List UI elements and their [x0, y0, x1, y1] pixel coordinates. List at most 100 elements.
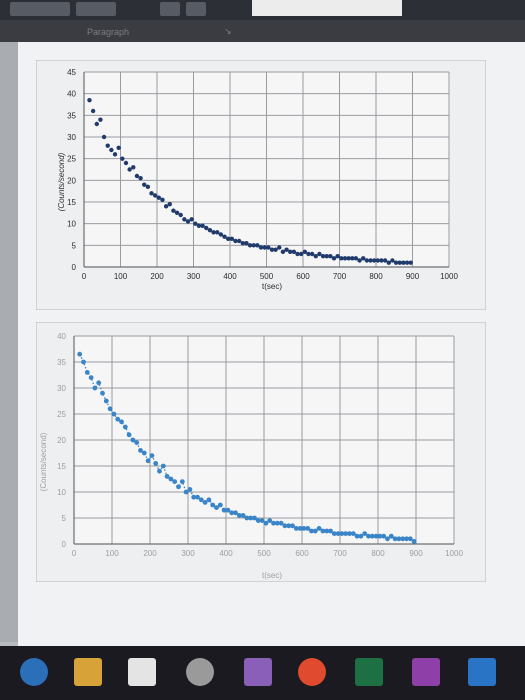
data-point: [354, 533, 360, 539]
data-point: [298, 251, 304, 257]
data-point: [382, 258, 388, 263]
data-point: [368, 258, 373, 263]
y-axis-title: (Counts/second): [39, 432, 48, 491]
x-tick-label: 0: [82, 272, 87, 281]
data-point: [168, 476, 174, 482]
data-point: [404, 536, 409, 542]
data-point: [408, 260, 413, 265]
data-point: [375, 258, 381, 263]
data-point: [172, 479, 178, 484]
y-tick-label: 40: [67, 90, 76, 99]
store-icon[interactable]: [128, 658, 156, 686]
excel-icon[interactable]: [355, 658, 383, 686]
x-axis-title: t(sec): [262, 571, 282, 580]
y-tick-label: 20: [67, 176, 76, 185]
data-point: [361, 256, 366, 261]
data-point: [244, 240, 249, 246]
x-tick-label: 800: [369, 272, 383, 281]
data-point: [357, 258, 362, 263]
data-point: [392, 536, 398, 542]
x-tick-label: 400: [223, 272, 237, 281]
data-point: [397, 260, 402, 265]
data-point: [98, 117, 103, 122]
ribbon-button[interactable]: [76, 2, 116, 16]
data-point: [171, 208, 176, 213]
data-point: [207, 227, 213, 233]
onenote-icon[interactable]: [412, 658, 440, 686]
data-point: [255, 243, 260, 248]
data-point: [248, 515, 254, 521]
data-point: [120, 156, 125, 161]
data-point: [103, 398, 109, 404]
y-tick-label: 5: [62, 514, 67, 523]
data-point: [328, 528, 333, 534]
paint-icon[interactable]: [244, 658, 272, 686]
data-point: [343, 531, 349, 536]
data-point: [390, 258, 395, 263]
data-point: [358, 533, 364, 539]
data-point: [266, 245, 271, 250]
data-point: [116, 145, 121, 151]
x-tick-label: 100: [105, 549, 119, 558]
data-point: [221, 507, 227, 513]
data-point: [385, 536, 390, 542]
outlook-icon[interactable]: [468, 658, 496, 686]
data-point: [347, 531, 352, 536]
x-tick-label: 200: [143, 549, 157, 558]
data-point: [218, 232, 224, 237]
y-tick-label: 30: [57, 384, 66, 393]
ribbon-button[interactable]: [160, 2, 180, 16]
data-point: [119, 419, 124, 425]
data-point: [145, 458, 151, 464]
data-point: [149, 191, 154, 196]
chart-top[interactable]: 0 100 200 300 400 500 600 700 800 900 1000 0 5 10 15 20…: [36, 60, 486, 310]
data-point: [130, 437, 136, 443]
y-tick-label: 25: [57, 410, 66, 419]
y-tick-label: 25: [67, 155, 76, 164]
data-point: [286, 523, 292, 529]
ribbon-button[interactable]: [10, 2, 70, 16]
data-point: [379, 258, 384, 263]
styles-gallery[interactable]: [252, 0, 402, 16]
data-point: [217, 502, 223, 508]
data-point: [339, 256, 344, 261]
ribbon-bar: [0, 0, 525, 20]
taskbar: [0, 646, 525, 700]
data-point: [342, 256, 348, 261]
dialog-launcher-icon[interactable]: ↘: [224, 26, 232, 36]
data-point: [236, 238, 242, 244]
data-point: [273, 247, 278, 252]
data-point: [183, 489, 189, 495]
data-point: [388, 533, 394, 539]
data-point: [92, 385, 98, 391]
chrome-icon[interactable]: [298, 658, 326, 686]
data-point: [157, 468, 162, 474]
edge-icon[interactable]: [20, 658, 48, 686]
data-point: [309, 251, 315, 257]
data-point: [320, 253, 326, 259]
data-point: [115, 416, 121, 422]
data-point: [182, 217, 187, 222]
data-point: [145, 184, 151, 190]
file-explorer-icon[interactable]: [74, 658, 102, 686]
data-point: [295, 251, 300, 257]
chart-bottom[interactable]: 0 100 200 300 400 500 600 700 800 900 1000 0 5 10 15 20…: [36, 322, 486, 582]
x-tick-label: 500: [257, 549, 271, 558]
data-point: [284, 247, 289, 252]
data-point: [195, 494, 200, 500]
data-point: [411, 539, 417, 544]
ribbon-button[interactable]: [186, 2, 206, 16]
data-point: [302, 249, 308, 255]
data-point: [100, 390, 105, 396]
data-point: [109, 147, 114, 153]
data-point: [187, 487, 193, 492]
data-point: [211, 230, 216, 235]
paragraph-group-label: Paragraph: [87, 27, 130, 37]
x-tick-label: 700: [333, 272, 347, 281]
data-point: [210, 502, 216, 508]
data-point: [191, 494, 197, 500]
data-point: [87, 97, 92, 103]
data-point: [77, 351, 83, 357]
media-icon[interactable]: [186, 658, 214, 686]
data-point: [293, 526, 299, 531]
